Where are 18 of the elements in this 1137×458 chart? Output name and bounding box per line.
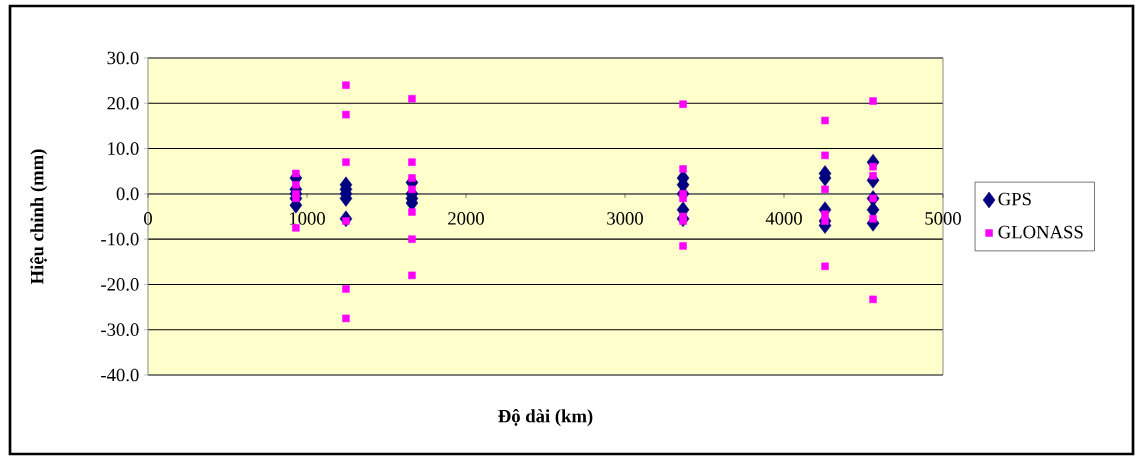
y-tick-label: 20.0 [107,96,139,110]
x-tick-label: 1000 [289,212,325,225]
legend-label: GPS [998,192,1031,206]
y-tick-label: -40.0 [101,368,139,382]
x-tick-label: 2000 [448,212,484,225]
y-tick-label: -30.0 [101,323,139,337]
y-tick-label: 10.0 [108,142,139,155]
y-tick-label: -10.0 [101,232,139,246]
y-tick-label: 0.0 [116,187,139,201]
y-tick-label: 30.0 [107,51,139,65]
x-axis-title: Độ dài (km) [498,409,593,427]
legend-label: GLONASS [998,225,1083,239]
y-axis-title: Hiệu chỉnh (mm) [30,149,48,285]
x-tick-label: 0 [144,212,152,225]
x-tick-label: 4000 [765,212,802,225]
x-tick-label: 5000 [925,212,961,225]
x-tick-label: 3000 [607,212,643,225]
y-tick-label: -20.0 [101,278,139,291]
